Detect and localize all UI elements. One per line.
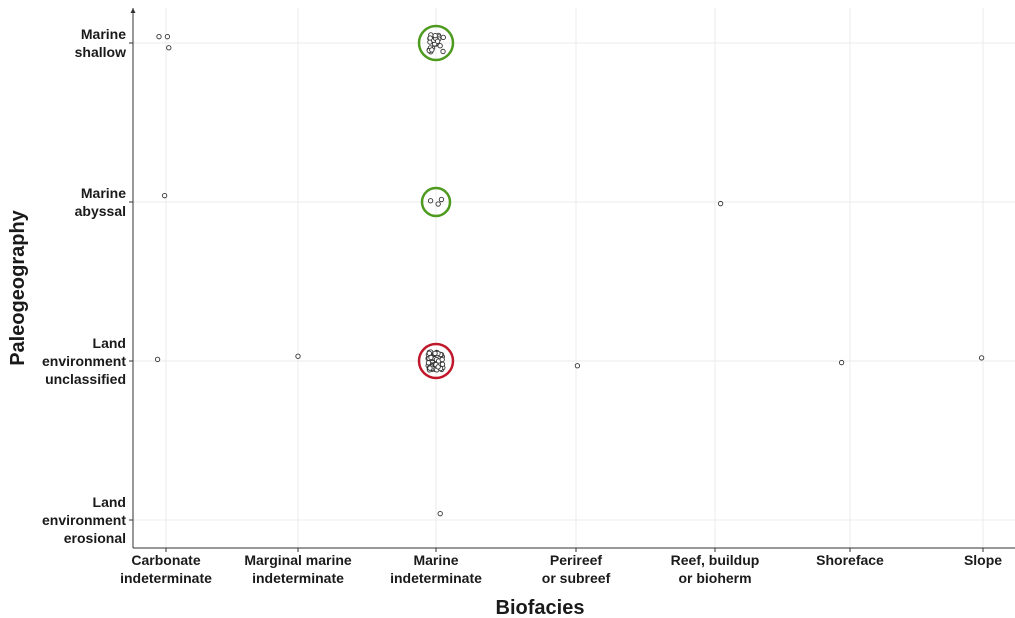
- cluster-circle: [420, 186, 452, 218]
- x-tick-label-line: indeterminate: [390, 570, 482, 586]
- data-point: [440, 48, 446, 55]
- axes: [129, 8, 1015, 552]
- data-point: [427, 365, 433, 371]
- data-point: [434, 38, 441, 44]
- x-tick-label: Marine indeterminate: [390, 552, 482, 586]
- y-tick-label-line: abyssal: [75, 203, 126, 219]
- data-point: [574, 363, 581, 369]
- data-point: [432, 32, 438, 39]
- data-point: [978, 355, 985, 361]
- data-point: [439, 361, 446, 367]
- data-point: [164, 34, 171, 40]
- x-tick-label-line: Perireef: [550, 552, 602, 568]
- data-point: [156, 34, 162, 40]
- data-point: [426, 350, 432, 356]
- cluster-circle: [417, 24, 455, 62]
- y-tick-label: Land environment erosional: [42, 494, 126, 546]
- y-tick-label-line: unclassified: [45, 371, 126, 387]
- x-tick-label-line: Marginal marine: [244, 552, 352, 568]
- y-tick-label-line: environment: [42, 512, 126, 528]
- x-tick-label-line: indeterminate: [252, 570, 344, 586]
- x-tick-label: Slope: [964, 552, 1002, 568]
- data-point: [295, 353, 301, 359]
- x-tick-labels: Carbonate indeterminate Marginal marine ind…: [120, 552, 1002, 586]
- data-point: [435, 364, 441, 370]
- y-tick-label: Marine shallow: [75, 26, 127, 60]
- y-tick-label-line: environment: [42, 353, 126, 369]
- y-tick-label-line: Marine: [81, 26, 126, 42]
- x-tick-label: Shoreface: [816, 552, 884, 568]
- x-tick-label: Reef, buildup or bioherm: [671, 552, 760, 586]
- data-point: [435, 201, 441, 207]
- data-point: [429, 47, 435, 53]
- data-point: [427, 198, 434, 204]
- data-point: [437, 43, 443, 49]
- x-tick-label: Carbonate indeterminate: [120, 552, 212, 586]
- data-point: [427, 35, 433, 41]
- data-point: [440, 34, 446, 41]
- data-point: [717, 200, 724, 207]
- x-tick-label: Perireef or subreef: [542, 552, 611, 586]
- cluster-highlight-circles: [417, 24, 455, 380]
- data-point: [166, 45, 172, 51]
- x-tick-label-line: indeterminate: [120, 570, 212, 586]
- x-tick-label-line: or bioherm: [678, 570, 751, 586]
- cluster-circle: [417, 342, 455, 380]
- data-point: [439, 356, 445, 363]
- y-tick-label-line: Land: [93, 494, 126, 510]
- y-tick-label-line: erosional: [64, 530, 126, 546]
- x-tick-label-line: Carbonate: [131, 552, 200, 568]
- y-tick-label: Land environment unclassified: [42, 335, 126, 387]
- y-axis-arrow: [130, 8, 136, 13]
- data-point: [438, 196, 445, 203]
- y-tick-label: Marine abyssal: [75, 185, 127, 219]
- data-points: [154, 32, 985, 517]
- y-axis-title: Paleogeography: [7, 209, 29, 365]
- x-tick-label-line: Marine: [413, 552, 458, 568]
- x-tick-label-line: Reef, buildup: [671, 552, 760, 568]
- y-tick-label-line: Marine: [81, 185, 126, 201]
- data-point: [432, 350, 438, 357]
- x-tick-label-line: Shoreface: [816, 552, 884, 568]
- data-point: [154, 356, 161, 363]
- x-tick-label-line: Slope: [964, 552, 1002, 568]
- y-tick-label-line: shallow: [75, 44, 126, 60]
- x-tick-label-line: or subreef: [542, 570, 611, 586]
- data-point: [425, 360, 432, 366]
- data-point: [838, 359, 845, 366]
- y-tick-label-line: Land: [93, 335, 126, 351]
- data-point: [161, 193, 168, 199]
- grid-lines: [133, 8, 1015, 548]
- x-axis-title: Biofacies: [496, 597, 585, 618]
- data-point: [437, 511, 443, 517]
- y-tick-labels: Marine shallow Marine abyssal Land environmen…: [42, 26, 126, 546]
- x-tick-label: Marginal marine indeterminate: [244, 552, 352, 586]
